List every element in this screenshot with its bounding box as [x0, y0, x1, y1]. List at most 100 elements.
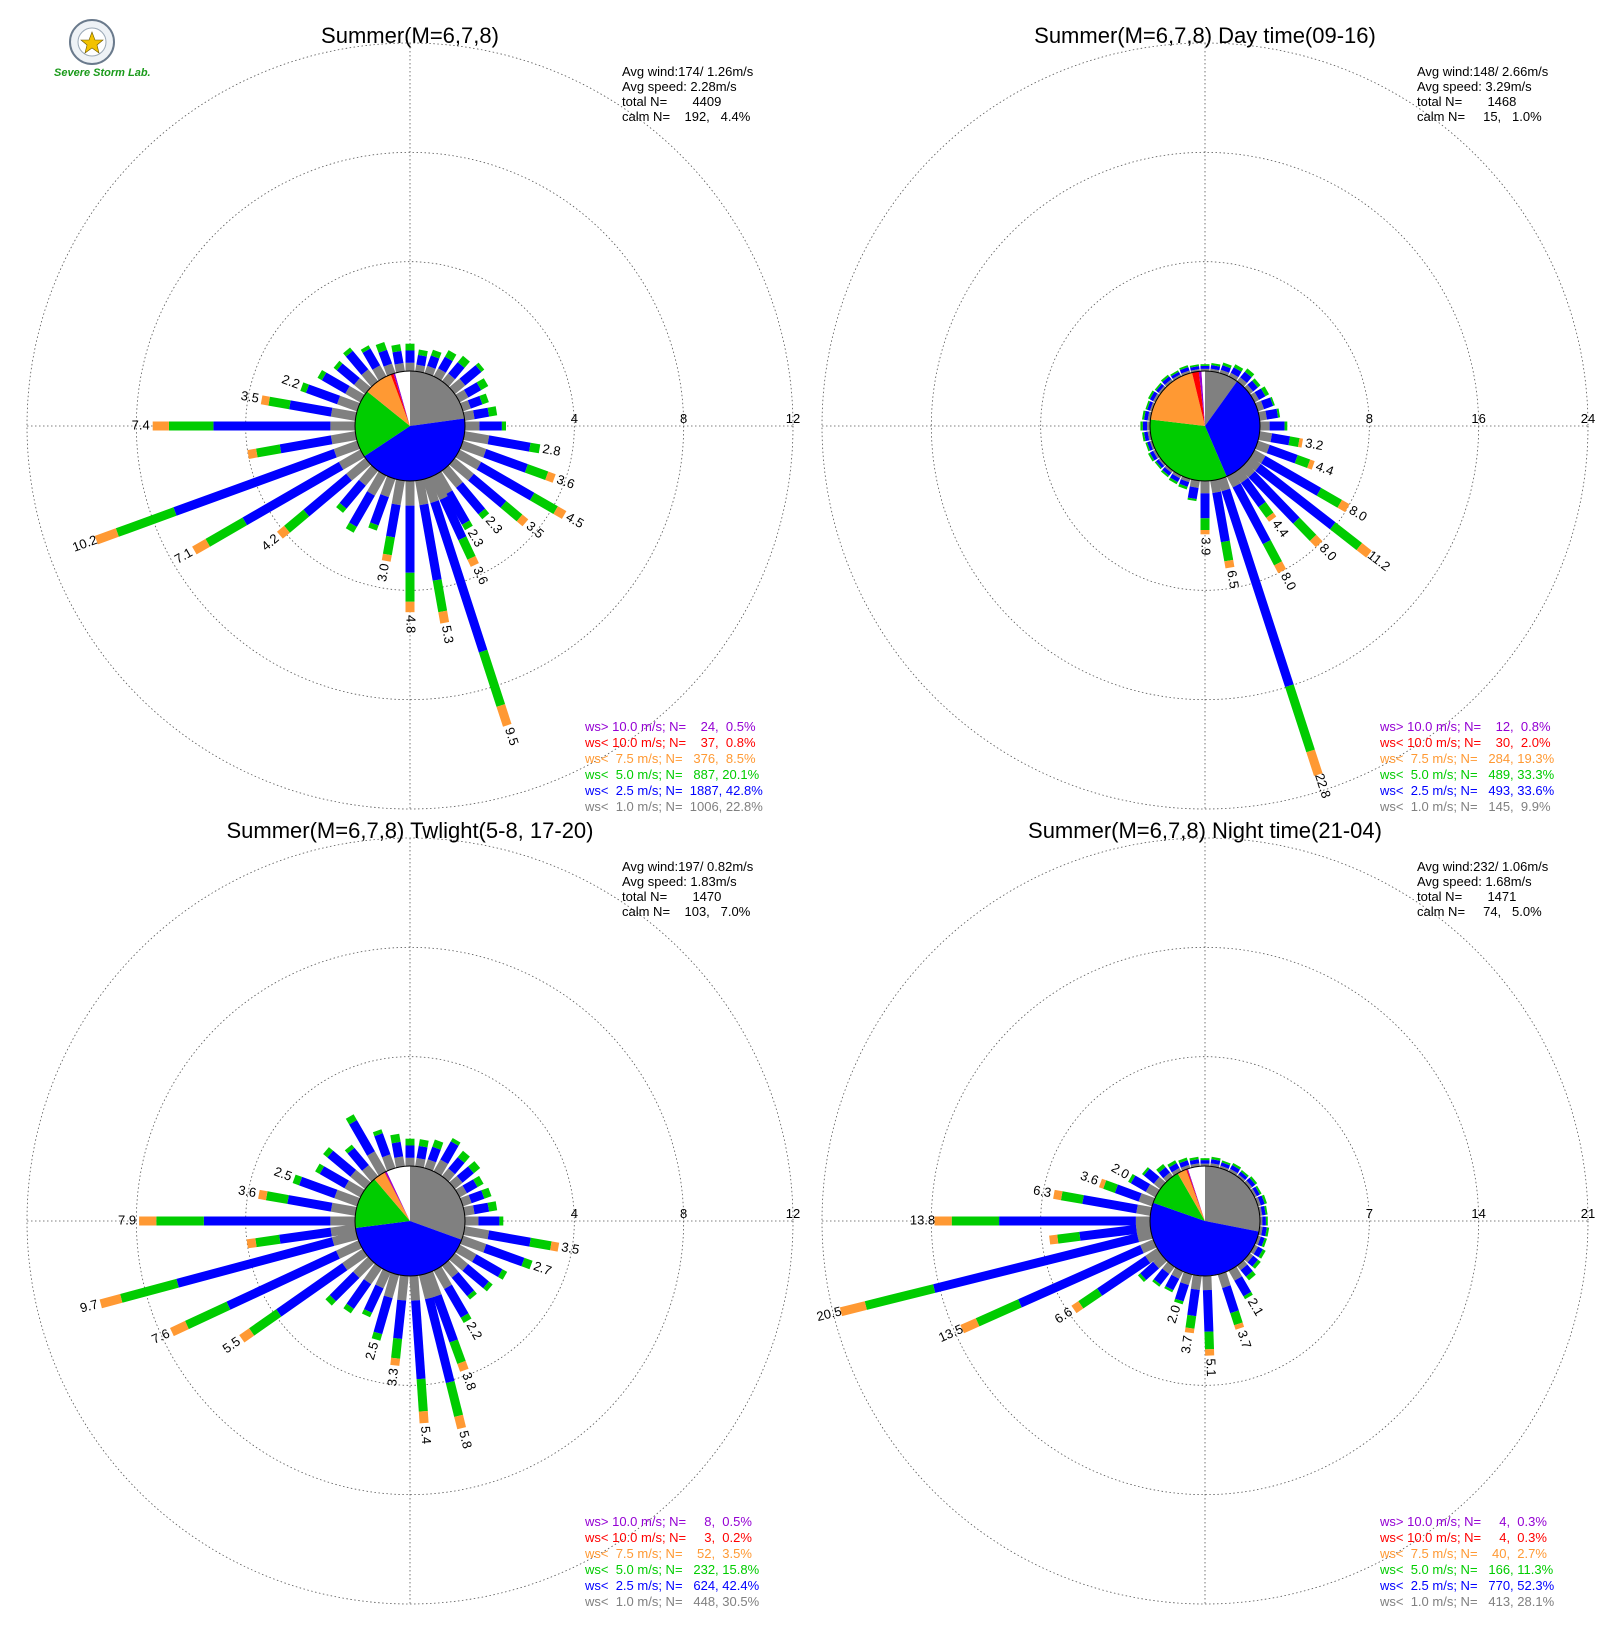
pie-slice: [1177, 1169, 1205, 1221]
bar-segment: [1162, 376, 1172, 385]
bar-segment: [1135, 1216, 1150, 1226]
bar-value-label: 2.5: [362, 1340, 381, 1362]
bar-value-label: 8.0: [1317, 540, 1340, 563]
bar-value-label: 7.4: [132, 417, 150, 432]
bar-segment: [457, 1150, 470, 1163]
bar-segment: [1156, 1164, 1166, 1173]
bar-segment: [1200, 364, 1210, 366]
bar-segment: [1148, 390, 1155, 400]
bar-segment: [1276, 408, 1281, 418]
bar-segment: [287, 1195, 333, 1212]
bar-segment: [1309, 534, 1323, 548]
bar-segment: [1172, 471, 1182, 479]
bar-segment: [299, 1176, 338, 1199]
bar-segment: [1316, 487, 1342, 508]
bar-segment: [487, 406, 498, 417]
bar-segment: [478, 1216, 500, 1226]
bar-value-label: 6.6: [1052, 1304, 1075, 1327]
bar-value-label: 3.7: [1178, 1334, 1195, 1354]
bar-value-label: 2.0: [1109, 1160, 1132, 1182]
bar-value-label: 8.0: [1347, 502, 1370, 524]
bar-value-label: 3.6: [1079, 1168, 1101, 1188]
bar-segment: [1202, 1289, 1214, 1332]
bar-segment: [467, 1290, 477, 1300]
bar-segment: [337, 395, 360, 412]
bar-segment: [1164, 1286, 1174, 1293]
legend-entry: ws< 1.0 m/s; N= 448, 30.5%: [584, 1594, 760, 1609]
bar-segment: [1200, 365, 1210, 369]
bar-segment: [438, 610, 450, 624]
bar-segment: [1147, 421, 1150, 431]
bar-segment: [1140, 1239, 1157, 1254]
bar-segment: [1294, 455, 1311, 468]
bar-segment: [449, 378, 466, 395]
legend-entry: ws< 2.5 m/s; N= 770, 52.3%: [1379, 1578, 1555, 1593]
bar-segment: [363, 1263, 383, 1285]
logo-text: Severe Storm Lab.: [54, 67, 151, 79]
bar-segment: [1154, 382, 1162, 391]
bar-segment: [405, 505, 415, 573]
bar-segment: [1200, 1163, 1210, 1166]
bar-segment: [330, 1224, 357, 1237]
bar-segment: [1258, 1249, 1266, 1259]
bar-segment: [1252, 1259, 1261, 1269]
bar-segment: [265, 1191, 289, 1204]
bar-segment: [433, 1294, 458, 1343]
bar-segment: [481, 1187, 492, 1199]
bar-segment: [1210, 365, 1221, 371]
bar-segment: [1210, 1163, 1220, 1168]
bar-segment: [325, 1295, 336, 1306]
bar-segment: [1142, 410, 1146, 420]
bar-segment: [1057, 1231, 1081, 1244]
bar-segment: [468, 1190, 485, 1204]
bar-segment: [1168, 477, 1178, 485]
bar-segment: [1244, 384, 1254, 395]
bar-segment: [394, 363, 405, 373]
bar-segment: [381, 553, 392, 562]
bar-segment: [1257, 1236, 1265, 1247]
bar-segment: [451, 1272, 475, 1297]
bar-segment: [1189, 479, 1200, 488]
bar-segment: [475, 362, 485, 372]
bar-segment: [394, 1156, 405, 1168]
bar-segment: [1210, 1159, 1221, 1165]
bar-segment: [1265, 408, 1279, 420]
bar-segment: [1160, 374, 1170, 382]
bar-segment: [415, 479, 429, 506]
legend-entry: ws< 2.5 m/s; N= 624, 42.4%: [584, 1578, 760, 1593]
bar-segment: [1228, 1168, 1238, 1176]
bar-segment: [99, 1294, 123, 1309]
bar-segment: [192, 538, 210, 555]
bar-segment: [361, 1309, 373, 1318]
bar-value-label: 9.5: [502, 725, 522, 747]
bar-segment: [448, 1157, 465, 1175]
bar-segment: [397, 1275, 409, 1301]
bar-segment: [444, 350, 457, 362]
bar-segment: [1149, 440, 1155, 450]
bar-segment: [336, 502, 347, 513]
bar-segment: [529, 1237, 552, 1251]
bar-value-label: 5.1: [1203, 1358, 1219, 1377]
bar-segment: [449, 1339, 466, 1364]
bar-segment: [1114, 1184, 1142, 1202]
bar-value-label: 8.0: [1278, 570, 1300, 593]
legend-entry: ws< 2.5 m/s; N= 1887, 42.8%: [584, 783, 763, 798]
bar-segment: [463, 1205, 475, 1216]
bar-segment: [1249, 1176, 1258, 1185]
pie-slice: [1186, 1169, 1205, 1221]
bar-segment: [429, 473, 448, 500]
legend-entry: ws< 5.0 m/s; N= 489, 33.3%: [1379, 767, 1555, 782]
bar-segment: [1221, 1160, 1231, 1166]
bar-segment: [1261, 1238, 1267, 1248]
bar-segment: [1185, 1314, 1197, 1329]
bar-segment: [383, 363, 396, 376]
ring-label: 7: [1366, 1206, 1373, 1221]
bar-value-label: 3.6: [470, 564, 491, 587]
bar-segment: [1262, 540, 1282, 566]
legend-entry: ws< 7.5 m/s; N= 52, 3.5%: [584, 1546, 752, 1561]
pie-slice: [364, 418, 466, 481]
bar-segment: [456, 482, 486, 515]
bar-segment: [247, 448, 258, 459]
bar-segment: [1255, 1197, 1261, 1207]
bar-segment: [864, 1284, 936, 1310]
